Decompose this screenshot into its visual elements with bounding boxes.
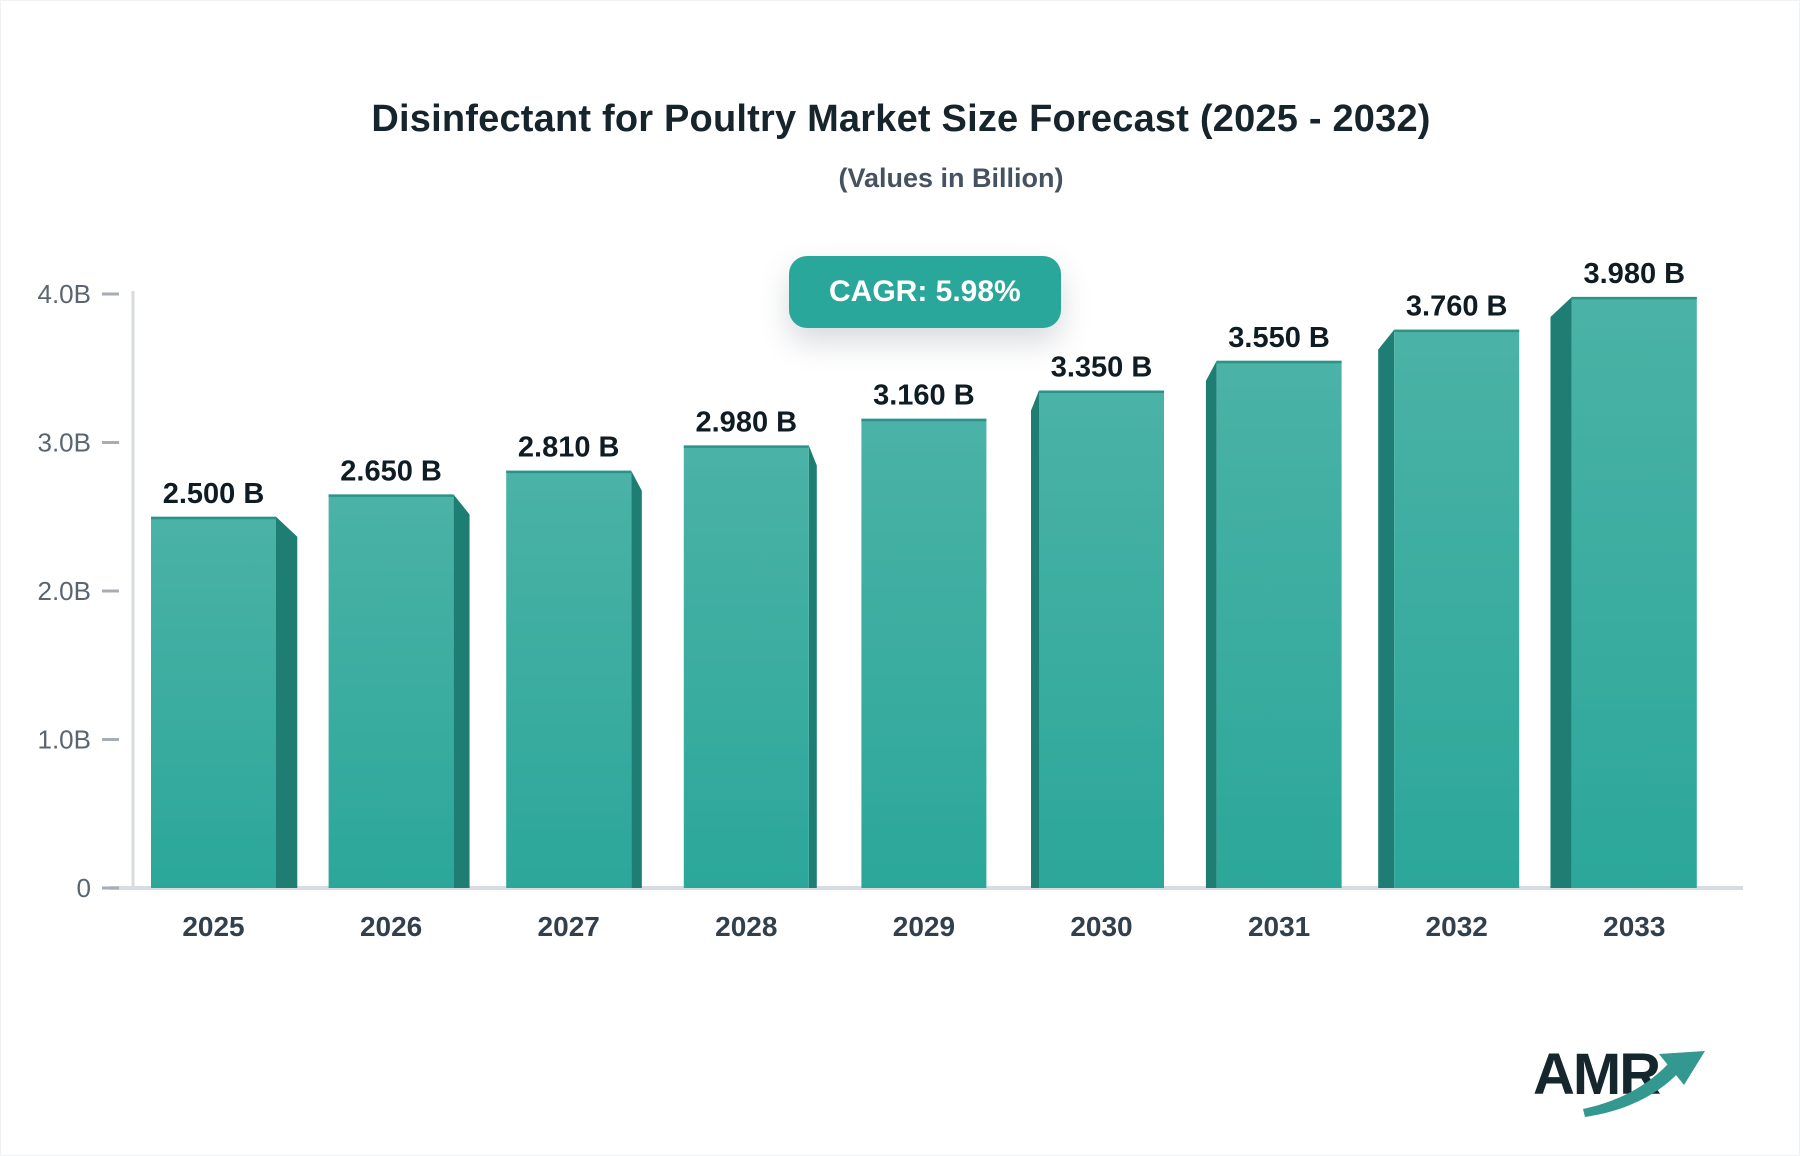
- bar: [506, 470, 632, 888]
- growth-arrow-icon: [1583, 1051, 1705, 1117]
- x-tick-label: 2026: [360, 911, 422, 942]
- bar: [1039, 390, 1164, 888]
- bar-side-face: [1550, 296, 1572, 889]
- bar-value-label: 2.810 B: [518, 432, 620, 464]
- x-tick-label: 2029: [893, 911, 955, 942]
- x-tick-label: 2030: [1070, 911, 1132, 942]
- cagr-badge: CAGR: 5.98%: [789, 256, 1061, 328]
- y-tick-dash: [102, 886, 119, 890]
- bar-side-face: [1378, 329, 1395, 888]
- bar-value-label: 3.550 B: [1228, 322, 1330, 354]
- x-tick-label: 2031: [1248, 911, 1310, 942]
- bar: [1216, 360, 1342, 888]
- y-tick-dash: [102, 441, 119, 444]
- page-title: Disinfectant for Poultry Market Size For…: [371, 98, 1431, 140]
- cagr-badge-label: CAGR: 5.98%: [829, 275, 1021, 308]
- bar-side-face: [276, 516, 298, 888]
- x-tick-label: 2033: [1603, 911, 1665, 942]
- x-tick-label: 2027: [538, 911, 600, 942]
- y-tick-dash: [102, 589, 119, 593]
- amr-logo: AMR: [1533, 1041, 1743, 1151]
- page-subtitle: (Values in Billion): [838, 163, 1064, 193]
- y-tick-label: 0: [77, 873, 91, 903]
- x-tick-label: 2032: [1426, 911, 1488, 942]
- x-tick-label: 2028: [715, 911, 777, 942]
- bar-side-face: [1205, 360, 1217, 888]
- bar-side-face: [808, 445, 817, 888]
- y-tick-dash: [102, 292, 119, 296]
- y-tick-dash: [102, 738, 119, 741]
- bar-value-label: 3.980 B: [1584, 258, 1686, 290]
- y-tick-label: 2.0B: [38, 576, 92, 606]
- bar: [861, 418, 987, 888]
- y-tick-label: 4.0B: [38, 279, 92, 309]
- bar: [151, 516, 276, 888]
- bar-side-face: [631, 470, 642, 888]
- bar-value-label: 3.350 B: [1051, 352, 1153, 384]
- bar-value-label: 2.980 B: [696, 406, 798, 438]
- bar-side-face: [1031, 390, 1039, 888]
- bar-value-label: 2.500 B: [163, 478, 265, 510]
- bar: [1571, 296, 1697, 889]
- bar: [683, 445, 809, 888]
- y-tick-label: 3.0B: [38, 428, 92, 458]
- bar: [1394, 329, 1520, 888]
- x-tick-label: 2025: [182, 911, 244, 942]
- y-tick-label: 1.0B: [38, 725, 92, 755]
- bar-value-label: 3.160 B: [873, 380, 975, 412]
- bar: [328, 494, 454, 888]
- bar-value-label: 2.650 B: [340, 455, 442, 487]
- bar-value-label: 3.760 B: [1406, 291, 1508, 323]
- bar-side-face: [453, 494, 470, 888]
